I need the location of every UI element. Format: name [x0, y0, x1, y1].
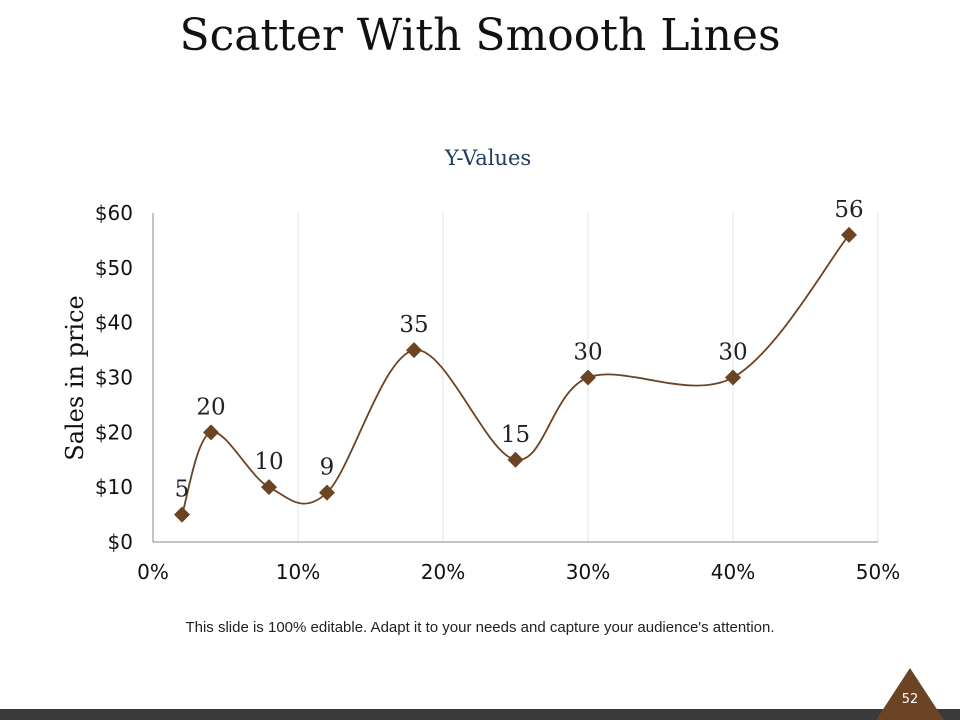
data-label: 15: [501, 422, 530, 448]
x-axis-tick-labels: 0% 10% 20% 30% 40% 50%: [137, 560, 900, 584]
x-tick-label: 20%: [421, 560, 465, 584]
data-point-marker: [174, 506, 190, 523]
series-line-y-values: [181, 234, 850, 515]
series-markers: [174, 226, 857, 523]
y-tick-label: $10: [95, 475, 133, 499]
page-number: 52: [901, 692, 919, 707]
data-label: 56: [834, 197, 863, 223]
data-point-marker: [261, 479, 277, 496]
data-labels: 5 20 10 9 35 15 30 30 56: [175, 197, 864, 503]
data-point-marker: [406, 342, 422, 359]
footnote: This slide is 100% editable. Adapt it to…: [185, 619, 775, 636]
data-label: 5: [175, 477, 190, 503]
data-label: 30: [718, 340, 747, 366]
data-point-marker: [203, 424, 219, 441]
data-label: 9: [320, 455, 335, 481]
page-badge-triangle: [876, 668, 944, 720]
y-axis-tick-labels: $0 $10 $20 $30 $40 $50 $60: [95, 201, 133, 554]
data-point-marker: [580, 369, 596, 386]
x-tick-label: 30%: [566, 560, 610, 584]
y-tick-label: $50: [95, 256, 133, 280]
y-axis-title: Sales in price: [61, 295, 89, 461]
x-tick-label: 40%: [711, 560, 755, 584]
y-tick-label: $0: [108, 530, 133, 554]
x-tick-label: 50%: [856, 560, 900, 584]
data-point-marker: [507, 451, 524, 468]
footer-bar: [0, 709, 960, 720]
y-tick-label: $30: [95, 366, 133, 390]
y-tick-label: $40: [95, 311, 133, 335]
data-label: 20: [196, 394, 225, 420]
slide-title: Scatter With Smooth Lines: [179, 10, 781, 61]
x-tick-label: 10%: [276, 560, 320, 584]
chart-title: Y-Values: [444, 146, 531, 170]
data-label: 10: [254, 449, 283, 475]
x-tick-label: 0%: [137, 560, 169, 584]
data-point-marker: [725, 369, 741, 386]
data-label: 35: [399, 312, 428, 338]
y-tick-label: $20: [95, 420, 133, 444]
data-label: 30: [573, 340, 602, 366]
y-tick-label: $60: [95, 201, 133, 225]
data-point-marker: [841, 226, 857, 243]
data-point-marker: [319, 484, 335, 501]
